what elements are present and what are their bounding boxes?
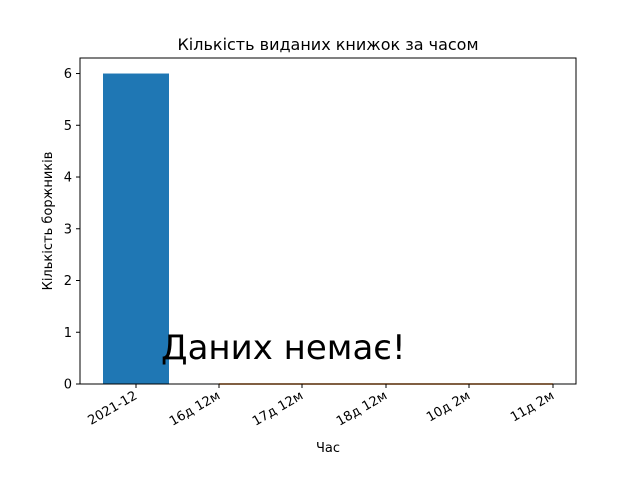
chart-title: Кількість виданих книжок за часом (177, 35, 478, 54)
y-tick-label: 3 (64, 222, 72, 237)
y-tick-label: 6 (64, 67, 72, 82)
y-tick-label: 2 (64, 274, 72, 289)
y-tick-label: 1 (64, 326, 72, 341)
y-tick-label: 0 (64, 378, 72, 393)
y-tick-label: 5 (64, 119, 72, 134)
axes-frame (79, 57, 577, 385)
no-data-annotation: Даних немає! (161, 328, 406, 368)
y-axis-label: Кількість боржників (41, 152, 56, 291)
y-tick-label: 4 (64, 171, 72, 186)
bar-2021-12 (103, 73, 169, 385)
x-axis-label: Час (316, 441, 340, 456)
